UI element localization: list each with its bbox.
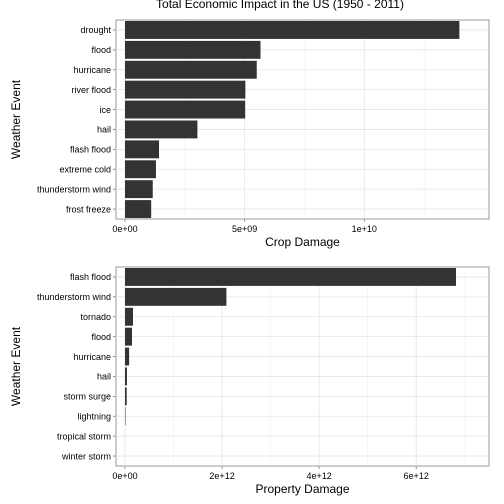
y-tick-label: winter storm <box>61 451 111 461</box>
bar <box>125 327 132 346</box>
y-tick-label: drought <box>80 25 111 35</box>
x-tick-label: 4e+12 <box>306 471 331 481</box>
x-ticks: 0e+00 5e+09 1e+10 <box>112 219 377 234</box>
bar <box>125 180 153 199</box>
y-tick-label: hail <box>97 372 111 382</box>
chart-title: Total Economic Impact in the US (1950 - … <box>156 0 404 11</box>
x-tick-label: 5e+09 <box>232 224 257 234</box>
bars <box>125 267 456 426</box>
bar <box>125 60 257 79</box>
x-axis-title: Crop Damage <box>265 235 340 249</box>
y-tick-label: hail <box>97 125 111 135</box>
bar <box>125 120 198 139</box>
x-ticks: 0e+00 2e+12 4e+12 6e+12 <box>112 466 429 481</box>
property-damage-panel: 0e+00 2e+12 4e+12 6e+12 flash flood thunders… <box>9 266 490 496</box>
bar <box>125 387 127 406</box>
x-tick-label: 1e+10 <box>352 224 377 234</box>
crop-damage-panel: 0e+00 5e+09 1e+10 drought flood hurricane riv… <box>9 19 490 249</box>
bar <box>125 367 127 386</box>
y-tick-label: tropical storm <box>57 431 111 441</box>
x-tick-label: 0e+00 <box>112 471 137 481</box>
bars <box>125 20 460 219</box>
x-axis-title: Property Damage <box>255 482 349 496</box>
y-tick-label: hurricane <box>73 352 111 362</box>
x-tick-label: 2e+12 <box>209 471 234 481</box>
bar <box>125 20 460 39</box>
y-tick-label: extreme cold <box>59 164 111 174</box>
bar <box>125 140 160 159</box>
bar <box>125 267 456 286</box>
y-tick-label: thunderstorm wind <box>37 184 111 194</box>
bar <box>125 160 156 179</box>
y-tick-label: river flood <box>71 85 111 95</box>
y-tick-label: hurricane <box>73 65 111 75</box>
y-tick-label: flood <box>91 45 111 55</box>
bar <box>125 347 130 366</box>
y-tick-label: thunderstorm wind <box>37 292 111 302</box>
bar <box>125 80 246 99</box>
y-axis-title: Weather Event <box>9 79 23 159</box>
bar <box>125 307 134 326</box>
bar <box>125 100 246 119</box>
bar <box>125 287 227 306</box>
y-axis-title: Weather Event <box>9 326 23 406</box>
bar <box>125 200 152 219</box>
y-tick-label: lightning <box>77 411 111 421</box>
y-tick-label: flash flood <box>70 272 111 282</box>
y-ticks: drought flood hurricane river flood ice hail f… <box>37 25 116 214</box>
bar <box>125 40 261 59</box>
y-ticks: flash flood thunderstorm wind tornado flood… <box>37 272 116 461</box>
y-tick-label: flood <box>91 332 111 342</box>
y-tick-label: ice <box>99 105 111 115</box>
x-tick-label: 0e+00 <box>112 224 137 234</box>
x-tick-label: 6e+12 <box>404 471 429 481</box>
y-tick-label: frost freeze <box>66 204 111 214</box>
y-tick-label: storm surge <box>63 392 111 402</box>
y-tick-label: flash flood <box>70 145 111 155</box>
y-tick-label: tornado <box>80 312 111 322</box>
